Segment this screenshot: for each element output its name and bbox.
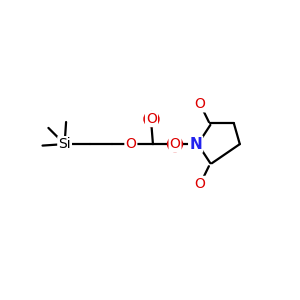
Text: O: O [146,112,157,126]
Text: Si: Si [58,137,71,151]
Text: N: N [189,136,202,152]
Text: O: O [195,98,206,111]
Circle shape [145,112,158,126]
Text: O: O [125,137,136,151]
Text: O: O [169,137,181,151]
Circle shape [168,137,182,151]
Text: O: O [195,177,206,191]
